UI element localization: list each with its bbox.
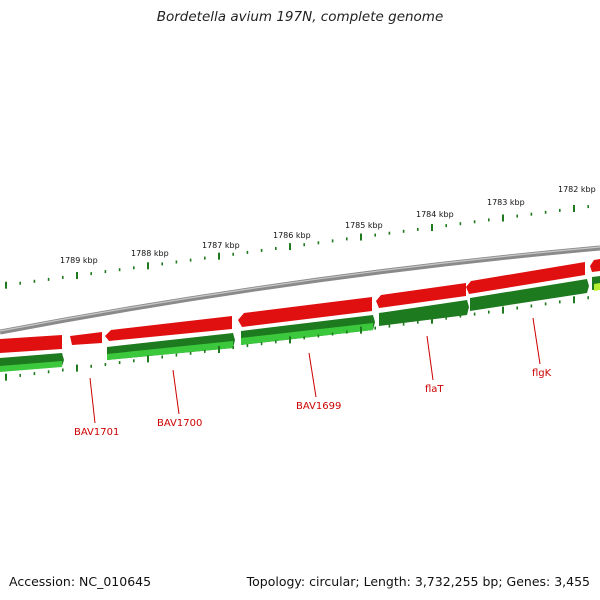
kbp-label: 1785 kbp	[345, 221, 383, 230]
gene-arrow-reverse	[0, 361, 62, 372]
leader-line	[308, 352, 317, 398]
leader-line	[426, 335, 434, 381]
outer-tick-ring	[5, 205, 590, 289]
gene-arrow-reverse	[594, 283, 600, 291]
gene-arrow-forward	[466, 262, 585, 294]
gene-arrow-reverse	[470, 279, 589, 311]
gene-arrow-forward	[105, 316, 232, 341]
gene-leader-lines	[89, 317, 541, 424]
gene-labels: BAV1701 BAV1700 BAV1699 flaT flgK	[74, 368, 552, 438]
gene-arrow-forward	[590, 259, 600, 272]
gene-arrow-reverse	[241, 323, 373, 345]
gene-arrow-forward	[70, 332, 102, 345]
map-title: Bordetella avium 197N, complete genome	[156, 9, 444, 25]
gene-label: flaT	[425, 384, 444, 395]
genome-backbone-highlight	[0, 246, 600, 332]
kbp-label: 1788 kbp	[131, 249, 169, 258]
leader-line	[89, 377, 96, 424]
gene-arrow-reverse	[107, 341, 233, 360]
kbp-label: 1782 kbp	[558, 185, 596, 194]
kbp-label: 1784 kbp	[416, 210, 454, 219]
leader-line	[532, 317, 541, 365]
gene-label: BAV1700	[157, 418, 202, 429]
gene-label: BAV1699	[296, 401, 341, 412]
kbp-label: 1789 kbp	[60, 256, 98, 265]
forward-gene-track	[0, 259, 600, 353]
gene-label: flgK	[532, 368, 552, 379]
leader-line	[172, 369, 180, 415]
gene-label: BAV1701	[74, 427, 119, 438]
genome-backbone	[0, 245, 600, 335]
kbp-label: 1783 kbp	[487, 198, 525, 207]
kbp-label-group: 1789 kbp 1788 kbp 1787 kbp 1786 kbp 1785…	[60, 185, 596, 265]
kbp-label: 1787 kbp	[202, 241, 240, 250]
kbp-label: 1786 kbp	[273, 231, 311, 240]
inner-tick-ring	[5, 296, 590, 381]
gene-arrow-forward	[238, 297, 372, 327]
accession-text: Accession: NC_010645	[9, 574, 152, 589]
reverse-gene-track	[0, 276, 600, 372]
gene-arrow-forward	[376, 283, 466, 308]
gene-arrow-forward	[0, 335, 62, 353]
gene-arrow-reverse	[379, 300, 469, 326]
genome-summary-text: Topology: circular; Length: 3,732,255 bp…	[246, 574, 590, 589]
